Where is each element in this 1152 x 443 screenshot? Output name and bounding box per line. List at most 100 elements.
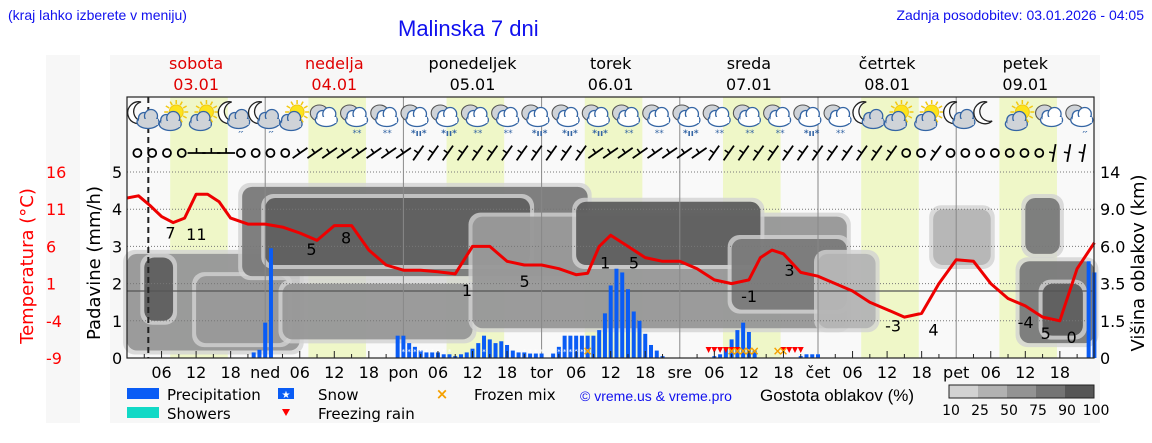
svg-text:*ıı*: *ıı*: [592, 129, 608, 139]
cloudy-sleet-icon: *ıı*: [430, 104, 459, 139]
svg-text:*: *: [586, 348, 590, 356]
cloudy-snow-icon: **: [491, 104, 520, 139]
partly-sunny-icon: [1004, 100, 1035, 132]
svg-text:Showers: Showers: [167, 405, 231, 423]
day-name: ponedeljek: [429, 54, 518, 73]
svg-text:*: *: [534, 348, 538, 356]
precip-bar: [574, 335, 579, 358]
precip-bar: [407, 343, 412, 358]
cloudy-icon: [1035, 104, 1064, 128]
cloudy-snow-icon: **: [611, 104, 641, 139]
day-name: torek: [590, 54, 632, 73]
svg-text:**: **: [715, 129, 725, 139]
svg-text:ned: ned: [250, 363, 280, 382]
wind-barb-sw-icon: [646, 147, 663, 159]
svg-text:18: 18: [1050, 363, 1070, 382]
temperature-axis-panel: [46, 55, 80, 423]
legend-snow: ★ Snow: [278, 386, 358, 404]
svg-text:★: ★: [282, 390, 291, 401]
cloud-scale-tick: 25: [971, 403, 989, 419]
cloud-region: [576, 201, 761, 265]
precip-bar: [608, 285, 613, 358]
svg-text:Freezing rain: Freezing rain: [318, 405, 415, 423]
wind-barb-calm-icon: [162, 148, 172, 158]
partly-sunny-icon: [279, 100, 310, 132]
credit-text: © vreme.us & vreme.pro: [580, 388, 732, 404]
svg-text:18: 18: [359, 363, 379, 382]
wind-barb-ne-icon: [530, 145, 543, 161]
wind-barb-calm-icon: [250, 148, 261, 158]
freezing-rain-marker: [728, 347, 735, 353]
precip-bar: [637, 320, 642, 358]
day-date: 07.01: [726, 75, 772, 94]
svg-text:pon: pon: [388, 363, 418, 382]
precip-bar: [723, 348, 728, 358]
partly-sunny-icon: [158, 100, 189, 132]
cloudy-icon: [309, 104, 338, 128]
svg-text:*ıı*: *ıı*: [683, 129, 699, 139]
svg-text:06: 06: [428, 363, 448, 382]
legend-freezing-rain: Freezing rain: [282, 405, 415, 423]
temperature-label: -4: [1018, 313, 1034, 332]
svg-text:Snow: Snow: [318, 386, 358, 404]
wind-barb-s-icon: [1048, 143, 1057, 163]
precip-bar: [643, 333, 648, 358]
cloud-region: [265, 198, 531, 265]
temperature-tick: 6: [46, 237, 56, 256]
precip-bar: [1086, 261, 1091, 358]
temperature-label: 5: [1041, 324, 1051, 343]
cloud-scale-tick: 100: [1083, 403, 1110, 419]
svg-text:06: 06: [290, 363, 310, 382]
precip-bar: [482, 335, 487, 358]
temperature-label: 3: [784, 261, 794, 280]
svg-text:12: 12: [186, 363, 206, 382]
frozen-mix-marker: ×: [738, 344, 748, 358]
precip-bar: [430, 352, 435, 358]
wind-barb-ne-icon: [486, 145, 499, 161]
cloud-scale-swatch: [1007, 385, 1036, 398]
day-date: 08.01: [864, 75, 910, 94]
freezing-rain-marker: [734, 347, 741, 353]
precip-bar: [516, 352, 521, 358]
temperature-label: 0: [1067, 328, 1077, 347]
svg-text:**: **: [504, 129, 514, 139]
svg-text:*: *: [402, 348, 406, 356]
precip-bar: [620, 272, 625, 358]
day-name: četrtek: [859, 54, 917, 73]
cloud-scale-swatch: [949, 385, 978, 398]
freezing-rain-marker: [797, 347, 804, 353]
cloud-height-tick: 3.5: [1100, 275, 1125, 294]
cloudy-snow-icon: **: [339, 104, 369, 139]
wind-barb-ne-icon: [722, 145, 735, 161]
wind-barb-calm-icon: [1034, 148, 1045, 158]
wind-barb-sw-icon: [366, 147, 382, 159]
precip-bar: [585, 335, 590, 358]
legend-precipitation: Precipitation: [127, 386, 261, 404]
wind-barb-s-icon: [1063, 143, 1072, 163]
wind-barb-calm-icon: [916, 148, 926, 158]
night-cloudy-icon: [943, 101, 976, 130]
svg-text:*: *: [413, 348, 417, 356]
day-name: nedelja: [305, 54, 364, 73]
cloudy-snow-icon: **: [370, 104, 399, 139]
precip-bar: [257, 349, 262, 358]
wind-barb-ne-icon: [515, 145, 528, 161]
svg-text:12: 12: [601, 363, 621, 382]
svg-text:12: 12: [324, 363, 344, 382]
precip-bar: [579, 335, 584, 358]
temperature-label: 7: [165, 224, 175, 243]
precip-bar: [424, 352, 429, 358]
frozen-mix-marker: ×: [750, 344, 760, 358]
precip-bar: [401, 335, 406, 358]
precip-bar: [649, 344, 654, 358]
night-cloudy-rain-icon: ״: [217, 101, 251, 139]
svg-text:**: **: [383, 129, 393, 139]
precip-bar: [510, 350, 515, 358]
wind-barb-ne-icon: [870, 145, 883, 161]
precip-bar: [654, 350, 659, 358]
svg-text:**: **: [776, 129, 786, 139]
day-date: 05.01: [450, 75, 496, 94]
wind-barb-ne-icon: [796, 145, 809, 161]
precip-tick: 2: [112, 275, 122, 294]
precip-bar: [602, 313, 607, 358]
